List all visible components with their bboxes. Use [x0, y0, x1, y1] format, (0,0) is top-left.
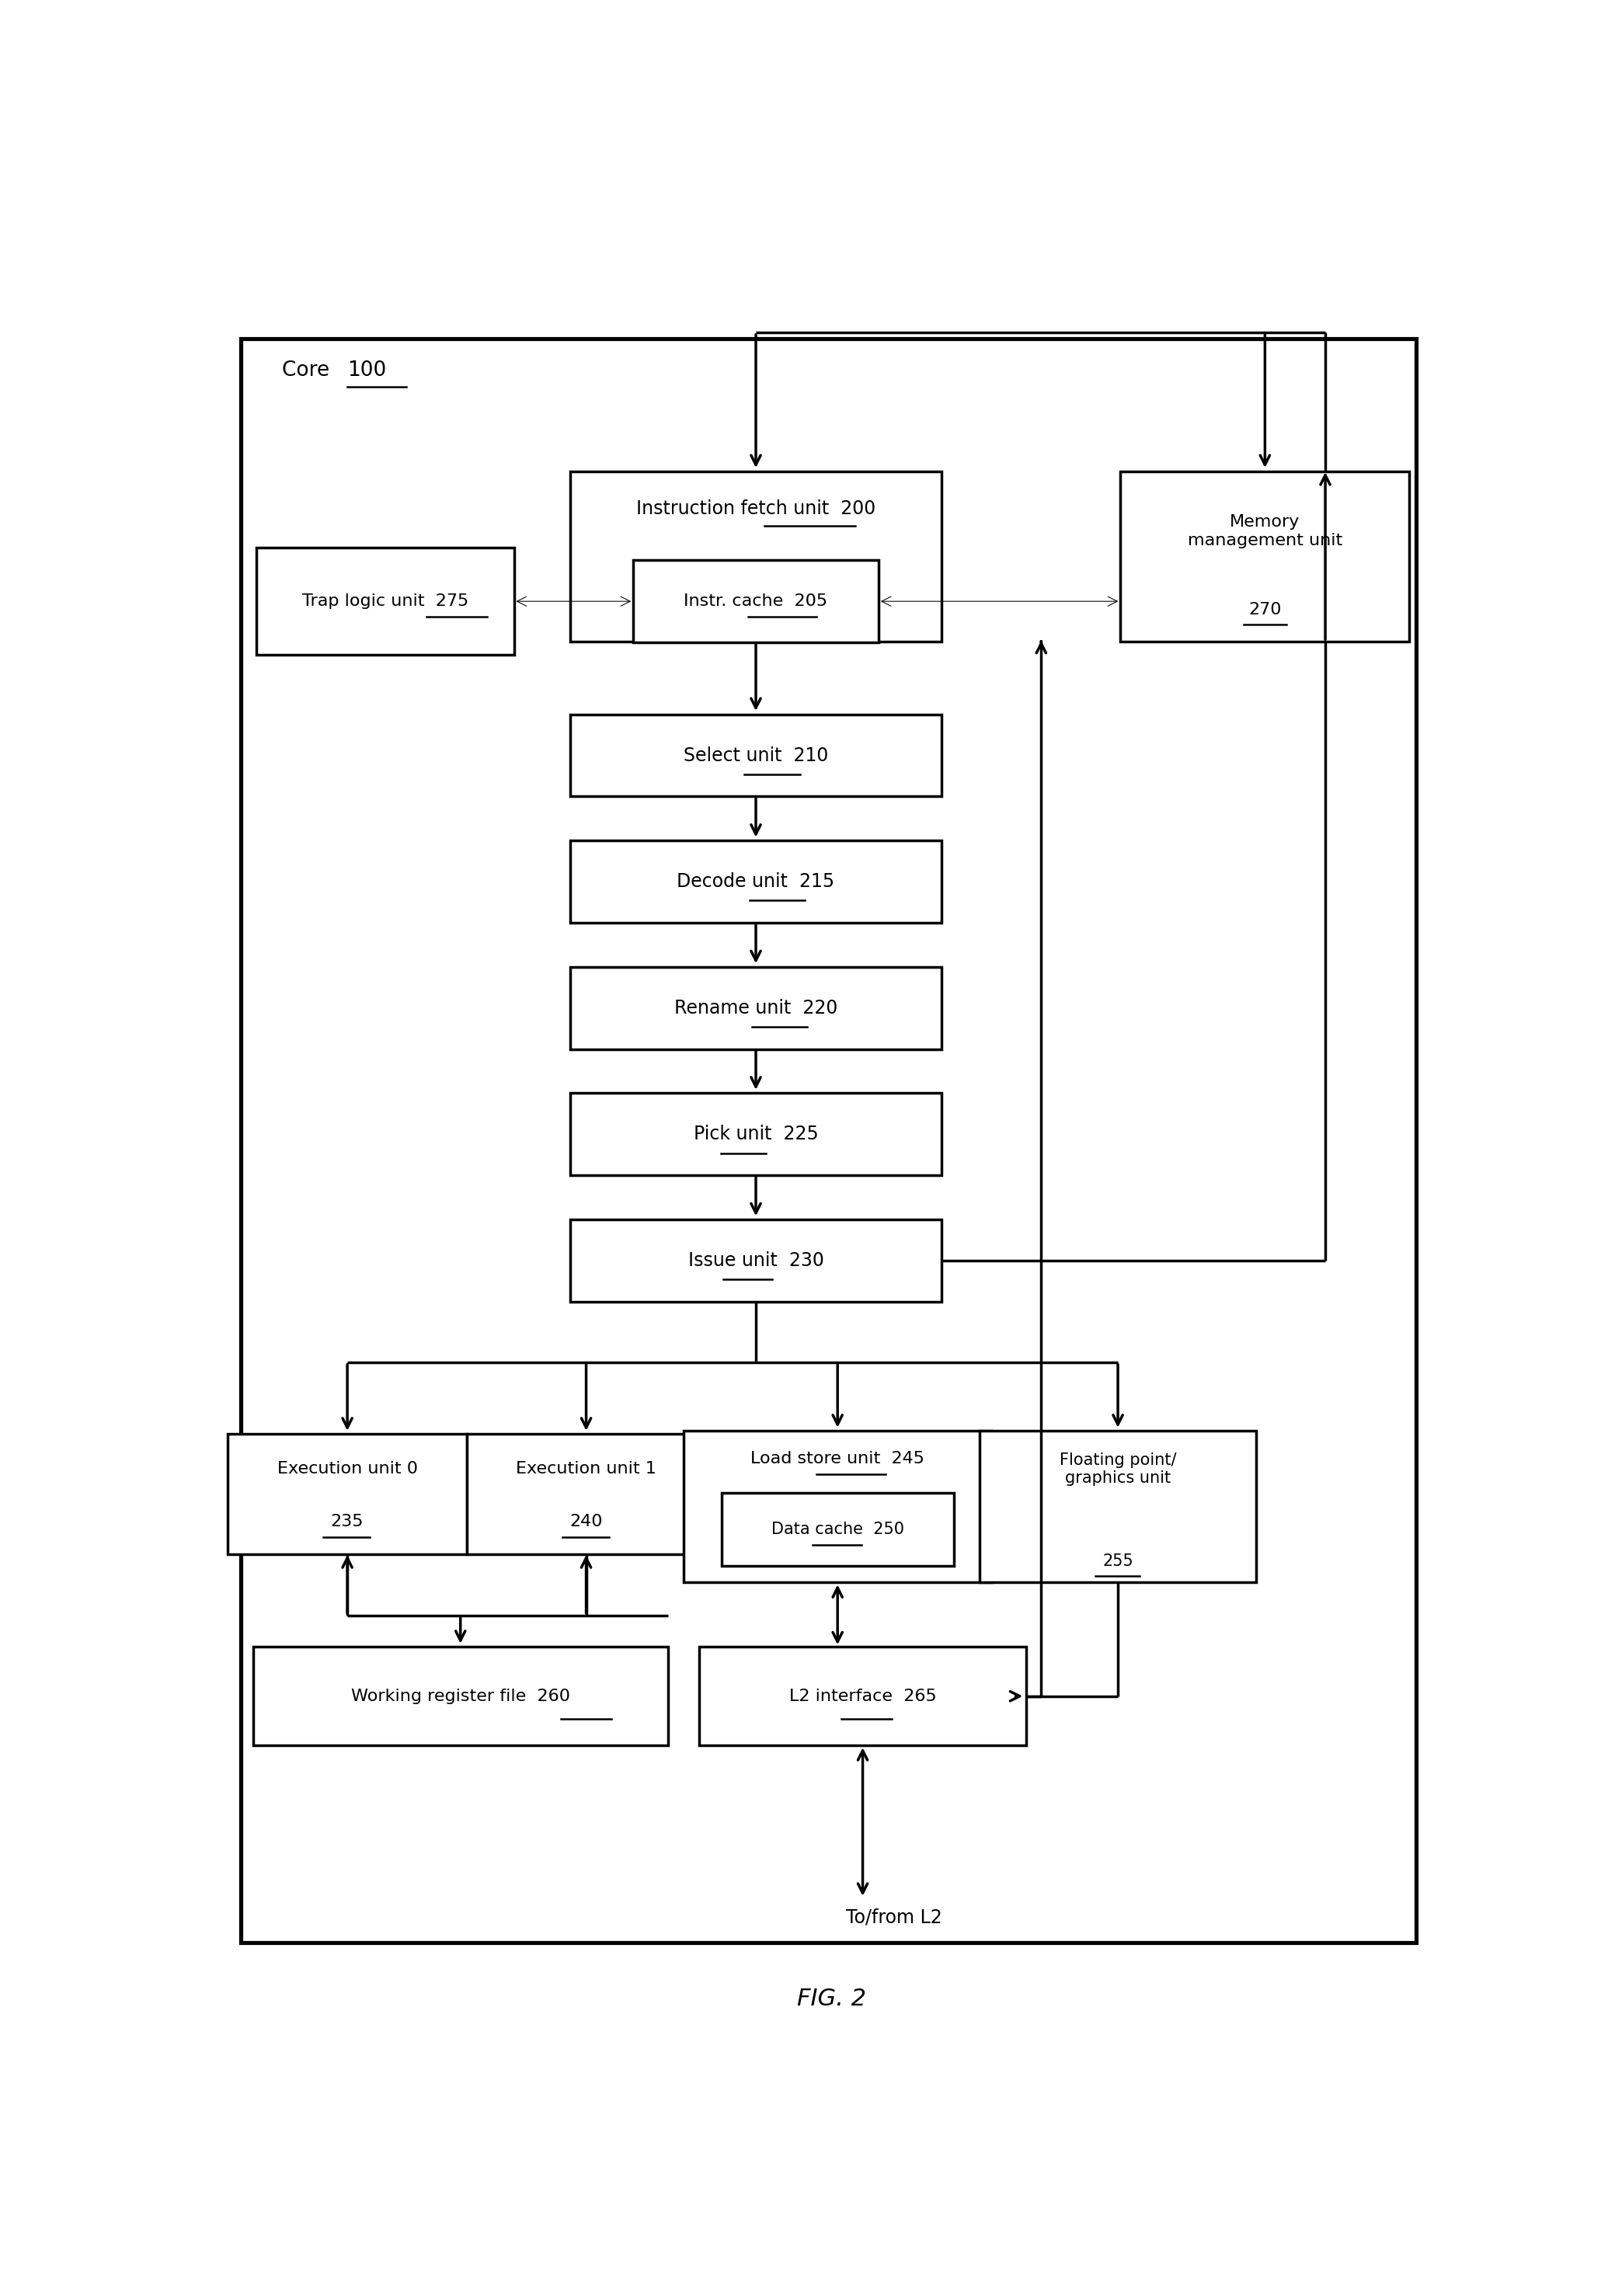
Text: Instruction fetch unit  200: Instruction fetch unit 200	[636, 501, 876, 519]
Text: Core: Core	[282, 360, 336, 381]
Text: Pick unit  225: Pick unit 225	[694, 1125, 817, 1143]
Bar	[683, 1430, 991, 1582]
Text: Select unit  210: Select unit 210	[683, 746, 829, 765]
Bar	[722, 1492, 954, 1566]
Text: Memory
management unit: Memory management unit	[1187, 514, 1343, 549]
Text: Execution unit 0: Execution unit 0	[277, 1460, 417, 1476]
Text: Load store unit  245: Load store unit 245	[751, 1451, 925, 1467]
Bar	[571, 714, 941, 797]
Bar	[571, 471, 941, 641]
Text: L2 interface  265: L2 interface 265	[788, 1688, 936, 1704]
Bar	[699, 1646, 1027, 1745]
Text: Floating point/
graphics unit: Floating point/ graphics unit	[1059, 1451, 1176, 1486]
Bar	[571, 840, 941, 923]
Bar	[253, 1646, 668, 1745]
Bar	[256, 549, 514, 654]
Bar	[227, 1435, 467, 1554]
Text: 100: 100	[347, 360, 386, 381]
Text: Decode unit  215: Decode unit 215	[676, 872, 835, 891]
Text: Data cache  250: Data cache 250	[770, 1522, 903, 1538]
Text: Issue unit  230: Issue unit 230	[688, 1251, 824, 1270]
Bar	[633, 560, 879, 643]
Text: Execution unit 1: Execution unit 1	[516, 1460, 657, 1476]
Text: 270: 270	[1249, 602, 1281, 618]
Text: Trap logic unit  275: Trap logic unit 275	[302, 595, 469, 608]
Text: 240: 240	[569, 1513, 603, 1529]
Text: FIG. 2: FIG. 2	[796, 1988, 866, 2011]
Text: 235: 235	[331, 1513, 363, 1529]
Bar	[571, 1093, 941, 1176]
Text: Working register file  260: Working register file 260	[350, 1688, 569, 1704]
Text: To/from L2: To/from L2	[847, 1908, 942, 1926]
Text: Instr. cache  205: Instr. cache 205	[684, 595, 827, 608]
Bar	[1121, 471, 1410, 641]
Bar	[980, 1430, 1255, 1582]
Text: 255: 255	[1103, 1554, 1134, 1568]
Text: Rename unit  220: Rename unit 220	[675, 999, 837, 1017]
Bar	[467, 1435, 706, 1554]
Bar	[571, 1219, 941, 1302]
Bar	[571, 967, 941, 1049]
